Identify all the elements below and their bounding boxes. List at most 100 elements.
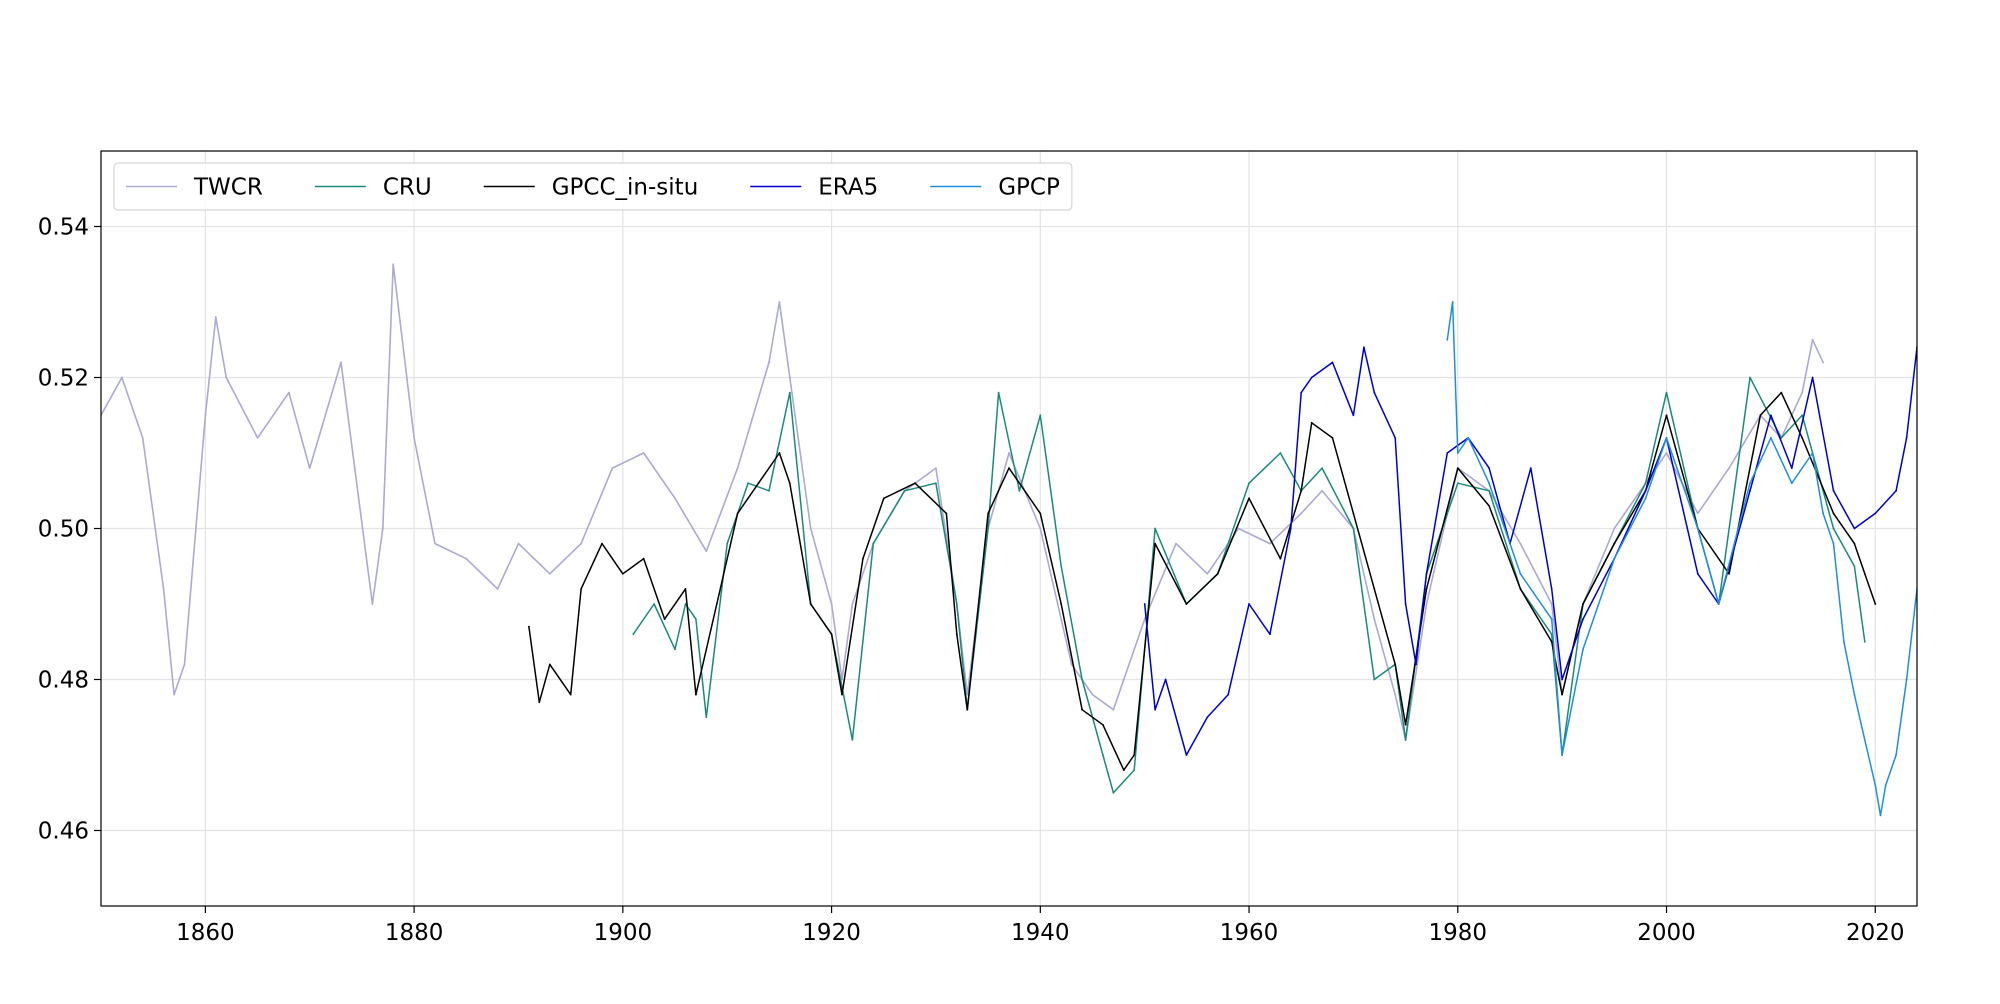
data-point-TWCR — [1519, 542, 1522, 545]
y-tick-label: 0.46 — [38, 819, 89, 845]
grid-layer — [101, 151, 1917, 906]
series-layer — [101, 263, 1917, 817]
data-point-TWCR — [1373, 618, 1376, 620]
data-point-GPCC_in-situ — [548, 663, 551, 666]
data-point-GPCP — [1749, 482, 1751, 485]
data-point-GPCP — [1863, 739, 1866, 741]
data-point-CRU — [1780, 437, 1783, 439]
data-point-GPCC_in-situ — [1863, 572, 1866, 575]
data-point-CRU — [1279, 452, 1282, 454]
data-point-GPCP — [1790, 482, 1793, 485]
series-line-GPCP — [1446, 301, 1917, 817]
data-point-ERA5 — [1394, 437, 1397, 439]
series-GPCP — [1446, 301, 1917, 817]
data-point-GPCC_in-situ — [1613, 542, 1616, 545]
data-point-TWCR — [1122, 678, 1125, 681]
data-point-TWCR — [288, 391, 290, 394]
data-point-TWCR — [1237, 527, 1240, 530]
data-point-TWCR — [340, 361, 342, 364]
data-point-ERA5 — [1404, 603, 1407, 605]
x-tick-label: 1940 — [1011, 920, 1070, 946]
data-point-ERA5 — [1811, 376, 1814, 379]
data-point-GPCP — [1832, 542, 1835, 545]
legend-label: ERA5 — [818, 175, 878, 201]
data-point-ERA5 — [1905, 437, 1908, 439]
data-point-CRU — [1488, 489, 1490, 492]
data-point-TWCR — [1811, 338, 1814, 341]
x-tick-label: 1900 — [594, 920, 653, 946]
data-point-TWCR — [851, 603, 854, 605]
data-point-CRU — [1060, 565, 1063, 568]
data-point-GPCC_in-situ — [778, 452, 781, 454]
data-point-GPCP — [1644, 497, 1647, 500]
data-point-GPCC_in-situ — [1102, 723, 1104, 726]
data-point-CRU — [1154, 527, 1156, 530]
data-point-ERA5 — [1289, 527, 1292, 530]
data-point-GPCC_in-situ — [1008, 467, 1010, 469]
data-point-ERA5 — [1696, 572, 1699, 575]
data-point-TWCR — [809, 527, 812, 530]
data-point-GPCC_in-situ — [1310, 421, 1313, 424]
data-point-ERA5 — [1790, 467, 1793, 469]
data-point-GPCP — [1613, 557, 1616, 560]
data-point-GPCP — [1451, 301, 1454, 303]
data-point-TWCR — [1091, 693, 1094, 696]
data-point-CRU — [705, 716, 708, 719]
data-point-CRU — [1039, 414, 1042, 417]
legend-label: GPCP — [998, 175, 1060, 201]
series-line-ERA5 — [1143, 346, 1917, 756]
data-point-ERA5 — [1895, 489, 1897, 492]
data-point-CRU — [726, 542, 729, 545]
ticks-layer: 1860 1880 1900 1920 1940 1960 1980 2000 2020 0.46… — [38, 215, 1905, 947]
data-point-GPCC_in-situ — [528, 625, 530, 628]
data-point-CRU — [1456, 482, 1459, 485]
data-point-ERA5 — [1749, 489, 1751, 492]
data-point-TWCR — [768, 361, 770, 364]
data-point-GPCC_in-situ — [1425, 588, 1428, 590]
data-point-TWCR — [1613, 527, 1616, 530]
data-point-CRU — [872, 542, 875, 545]
data-point-TWCR — [381, 527, 384, 530]
data-point-CRU — [674, 648, 676, 651]
data-point-CRU — [1018, 489, 1021, 492]
legend-label: CRU — [383, 175, 432, 201]
data-point-TWCR — [705, 550, 708, 553]
data-point-ERA5 — [1227, 693, 1230, 696]
data-point-TWCR — [392, 263, 395, 266]
data-point-TWCR — [1008, 452, 1010, 454]
data-point-GPCC_in-situ — [788, 482, 791, 485]
data-point-GPCP — [1519, 572, 1522, 575]
data-point-GPCP — [1884, 784, 1887, 787]
data-point-ERA5 — [1269, 633, 1271, 636]
data-point-GPCC_in-situ — [1582, 603, 1584, 605]
data-point-GPCC_in-situ — [1133, 754, 1136, 756]
data-point-GPCC_in-situ — [695, 693, 697, 696]
data-point-GPCC_in-situ — [621, 572, 624, 575]
data-point-GPCC_in-situ — [862, 557, 864, 560]
data-point-GPCC_in-situ — [966, 708, 969, 711]
data-point-CRU — [684, 603, 687, 605]
data-point-GPCP — [1879, 814, 1882, 817]
data-point-TWCR — [1394, 693, 1397, 696]
data-point-GPCC_in-situ — [736, 512, 739, 515]
x-tick-label: 1960 — [1220, 920, 1279, 946]
data-point-GPCC_in-situ — [1122, 769, 1125, 771]
data-point-TWCR — [183, 663, 186, 666]
data-point-GPCC_in-situ — [1759, 414, 1762, 417]
data-point-GPCP — [1895, 754, 1897, 756]
data-point-GPCP — [1582, 648, 1584, 651]
series-line-GPCC_in-situ — [528, 391, 1877, 771]
legend-label: TWCR — [193, 175, 263, 201]
data-point-GPCC_in-situ — [1352, 512, 1355, 515]
data-point-TWCR — [434, 542, 436, 545]
data-point-TWCR — [611, 467, 614, 469]
x-tick-label: 2020 — [1846, 920, 1905, 946]
data-point-ERA5 — [1582, 618, 1584, 620]
data-point-GPCP — [1456, 452, 1459, 454]
data-point-GPCC_in-situ — [914, 482, 916, 485]
data-point-GPCP — [1696, 527, 1699, 530]
data-point-CRU — [1373, 678, 1376, 681]
data-point-CRU — [997, 391, 1000, 394]
data-point-TWCR — [642, 452, 645, 454]
data-point-ERA5 — [1363, 346, 1365, 349]
